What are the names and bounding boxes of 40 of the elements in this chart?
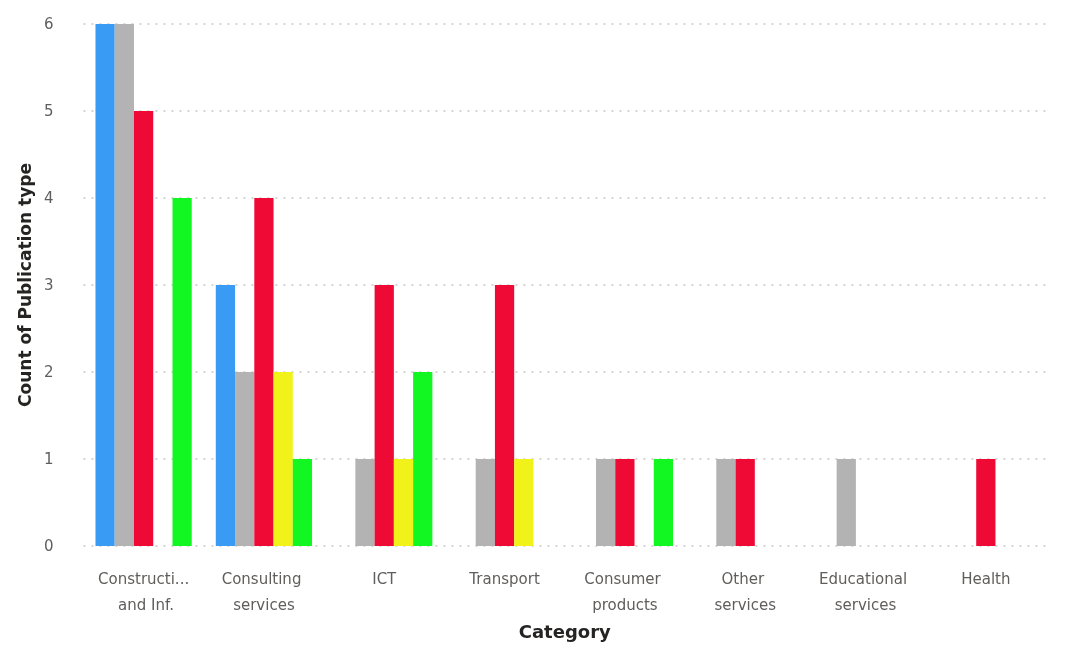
bar [114,24,134,546]
bar [836,459,856,546]
x-tick-label: Transport [468,570,540,588]
bar [393,459,414,546]
x-tick-label: ICT [372,570,398,588]
x-tick-label: Constructi... and Inf. [98,570,190,614]
bar [355,459,375,546]
bar [95,24,115,546]
y-tick-label: 3 [43,276,54,294]
y-tick-label: 2 [43,363,54,381]
bar [735,459,755,546]
bar [514,459,534,546]
bar [716,459,736,546]
x-tick-label: Health [961,570,1011,588]
bar [413,372,433,546]
bar [292,459,313,546]
bar [374,285,394,546]
bar [596,459,616,546]
bar [653,459,674,546]
x-tick-label: Educational services [819,570,912,614]
bar [273,372,293,546]
y-tick-label: 1 [43,450,54,468]
bar [254,198,274,546]
x-tick-label: Other services [714,570,777,614]
x-axis-title: Category [518,621,611,643]
y-axis-title: Count of Publication type [14,163,35,407]
bar [615,459,635,546]
bar [976,459,996,546]
y-tick-label: 5 [43,102,54,120]
bar [172,198,192,546]
y-tick-label: 4 [43,189,54,207]
bar [133,111,154,546]
x-tick-label: Consulting services [221,570,307,614]
y-tick-label: 6 [43,15,54,33]
bar [475,459,495,546]
y-tick-label: 0 [43,537,54,555]
bar [235,372,255,546]
x-tick-label: Consumer products [584,570,666,614]
bar [494,285,515,546]
bar [215,285,236,546]
